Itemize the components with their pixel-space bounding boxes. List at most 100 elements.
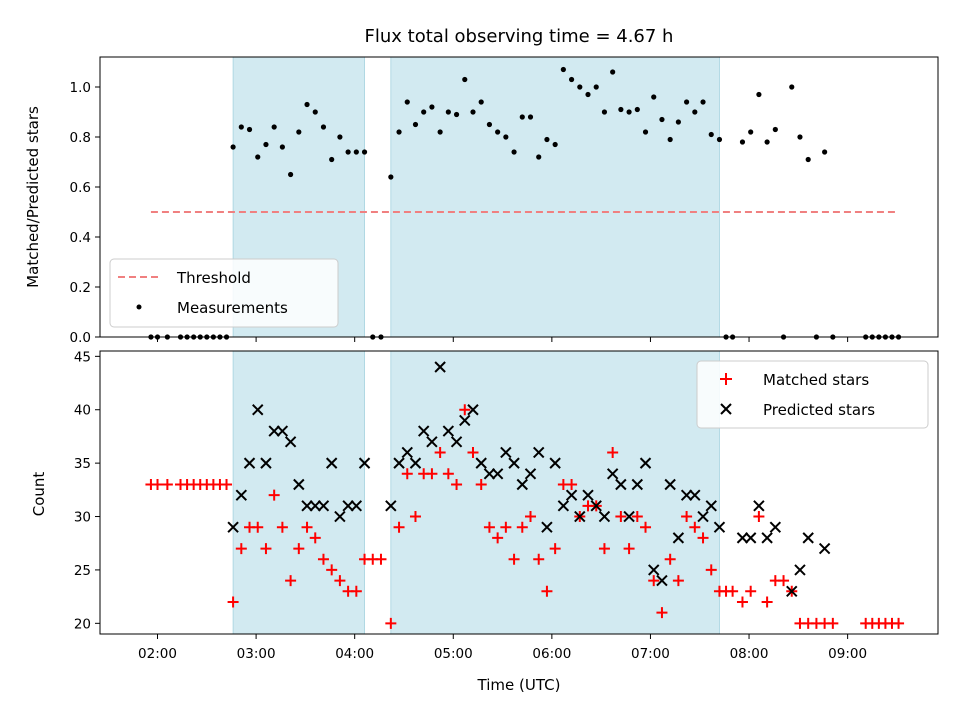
predicted-star-marker-48 — [639, 457, 652, 469]
matched-star-marker-61 — [640, 521, 652, 533]
matched-star-marker-19 — [293, 543, 305, 555]
predicted-star-marker-24 — [442, 425, 455, 437]
measurement-point-70 — [716, 136, 723, 143]
matched-star-marker-60 — [631, 511, 643, 523]
measurement-point-31 — [396, 129, 402, 135]
predicted-star-marker-4 — [260, 457, 272, 469]
matched-star-marker-16 — [268, 489, 280, 501]
measurement-point-24 — [337, 134, 343, 140]
predicted-star-marker-15 — [350, 500, 363, 512]
bottom-y-ticks: 20 25 30 35 40 45 — [74, 349, 100, 632]
predicted-star-marker-12 — [325, 457, 338, 469]
predicted-star-marker-26 — [459, 414, 471, 427]
predicted-star-marker-35 — [533, 446, 545, 459]
x-tick-label-5: 07:00 — [631, 646, 670, 662]
shaded-interval-1 — [390, 56, 720, 338]
measurement-point-58 — [618, 106, 624, 113]
measurement-point-73 — [739, 139, 746, 145]
predicted-star-marker-46 — [623, 510, 635, 523]
measurement-point-35 — [429, 104, 435, 110]
predicted-star-marker-45 — [615, 478, 627, 491]
measurement-point-67 — [692, 109, 698, 115]
legend-predicted-label: Predicted stars — [763, 401, 875, 419]
measurement-point-20 — [304, 101, 310, 108]
measurement-point-53 — [577, 84, 583, 90]
matched-star-marker-21 — [309, 532, 321, 544]
predicted-star-marker-40 — [574, 510, 586, 523]
measurement-point-14 — [255, 154, 261, 160]
matched-star-marker-62 — [648, 575, 660, 587]
measurement-point-51 — [560, 66, 566, 73]
matched-star-marker-49 — [541, 585, 553, 597]
measurement-point-42 — [486, 121, 493, 128]
predicted-star-marker-42 — [590, 500, 602, 512]
x-tick-label-6: 08:00 — [730, 646, 769, 662]
y-tick-label-4: 40 — [74, 403, 91, 419]
x-tick-label-3: 05:00 — [434, 646, 473, 662]
matched-star-marker-50 — [549, 543, 561, 555]
x-tick-label-1: 03:00 — [237, 646, 276, 662]
predicted-star-marker-34 — [524, 468, 537, 480]
matched-star-marker-57 — [607, 446, 619, 458]
measurement-point-62 — [651, 94, 657, 100]
predicted-star-marker-25 — [450, 436, 463, 448]
x-tick-label-0: 02:00 — [138, 646, 177, 662]
predicted-star-marker-19 — [401, 446, 413, 459]
predicted-star-marker-39 — [565, 489, 578, 501]
predicted-star-marker-44 — [606, 468, 619, 480]
top-x-ticks — [157, 337, 849, 342]
measurement-point-76 — [764, 139, 770, 145]
measurement-point-27 — [361, 149, 368, 155]
predicted-star-marker-8 — [293, 478, 305, 491]
predicted-star-marker-58 — [736, 532, 749, 544]
predicted-star-marker-66 — [818, 542, 831, 555]
predicted-star-marker-36 — [541, 521, 553, 533]
matched-star-marker-32 — [401, 468, 413, 480]
predicted-star-marker-38 — [557, 500, 570, 512]
measurement-point-19 — [296, 129, 302, 135]
legend-threshold-label: Threshold — [176, 269, 251, 287]
measurement-point-30 — [388, 174, 394, 180]
matched-star-marker-52 — [566, 478, 578, 490]
predicted-star-marker-41 — [582, 489, 594, 501]
matched-star-marker-18 — [285, 575, 297, 587]
measurement-point-54 — [585, 91, 591, 98]
measurement-point-75 — [756, 91, 762, 98]
matched-star-marker-63 — [656, 607, 668, 619]
measurement-point-26 — [353, 149, 359, 155]
matched-star-marker-67 — [689, 521, 701, 533]
matched-star-marker-26 — [350, 585, 362, 597]
measurement-point-60 — [634, 106, 640, 113]
predicted-star-marker-16 — [358, 457, 371, 469]
measurement-point-55 — [593, 84, 599, 90]
measurement-point-46 — [519, 114, 525, 120]
predicted-star-marker-51 — [664, 478, 676, 491]
predicted-star-marker-59 — [744, 532, 757, 544]
measurement-point-33 — [412, 121, 419, 128]
matched-star-marker-59 — [623, 543, 635, 555]
predicted-star-marker-9 — [301, 500, 313, 512]
top-panel: 0.0 0.2 0.4 0.6 0.8 1.0 Flux total observing … — [24, 26, 939, 346]
measurement-point-77 — [772, 126, 778, 133]
y-tick-label-0: 20 — [74, 616, 91, 632]
measurement-point-43 — [495, 129, 501, 135]
predicted-star-marker-3 — [252, 404, 264, 416]
y-tick-label-3: 0.6 — [70, 180, 91, 196]
predicted-star-marker-32 — [508, 457, 520, 469]
matched-star-marker-31 — [393, 521, 405, 533]
measurement-point-79 — [789, 84, 795, 90]
matched-star-marker-43 — [492, 532, 504, 544]
measurement-point-45 — [511, 149, 517, 155]
measurement-point-69 — [708, 131, 714, 138]
matched-star-marker-75 — [753, 511, 765, 523]
legend-measurements-swatch — [136, 304, 142, 310]
predicted-star-marker-57 — [713, 521, 726, 533]
matched-star-marker-15 — [260, 543, 272, 555]
bottom-legend: Matched stars Predicted stars — [696, 360, 929, 429]
shaded-interval-0 — [232, 350, 365, 635]
matched-star-marker-64 — [664, 553, 676, 565]
matched-star-marker-17 — [276, 521, 288, 533]
legend-predicted-swatch — [720, 403, 732, 415]
top-y-ticks: 0.0 0.2 0.4 0.6 0.8 1.0 — [70, 80, 100, 346]
